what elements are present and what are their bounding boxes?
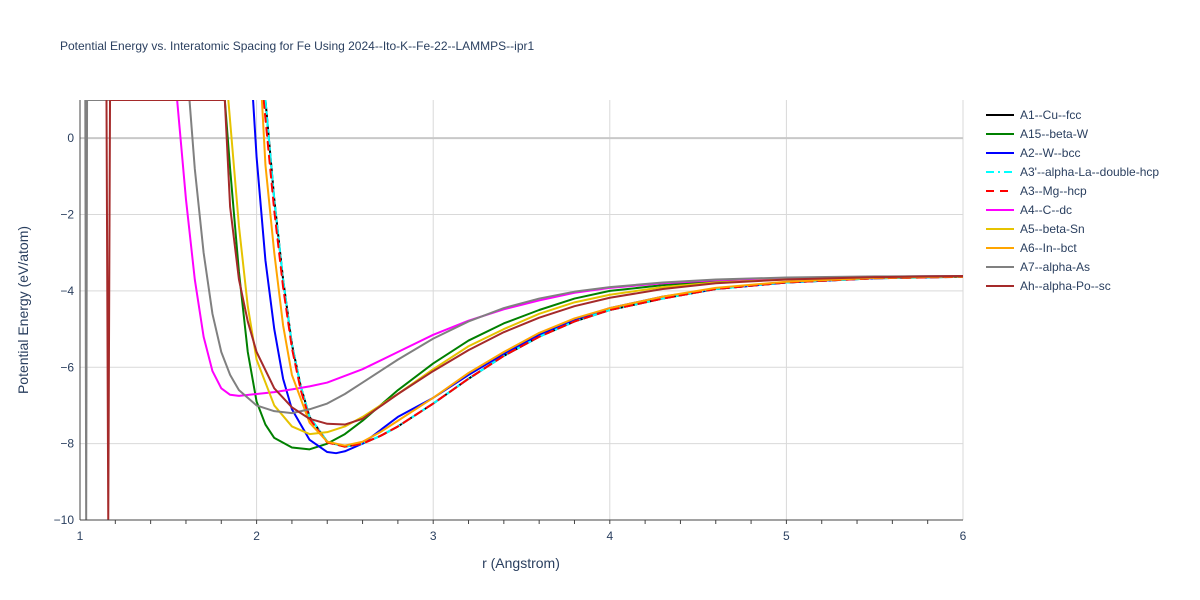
series-lines [84, 100, 963, 520]
legend-label: A2--W--bcc [1020, 146, 1080, 160]
legend-item[interactable]: Ah--alpha-Po--sc [986, 279, 1111, 293]
x-tick-label: 3 [430, 529, 437, 543]
y-tick-label: −8 [60, 437, 74, 451]
y-axis: 0 −2 −4 −6 −8 −10 [54, 100, 81, 527]
legend-label: A1--Cu--fcc [1020, 108, 1081, 122]
legend-item[interactable]: A5--beta-Sn [986, 222, 1085, 236]
x-tick-label: 1 [77, 529, 84, 543]
x-tick-label: 4 [606, 529, 613, 543]
legend-item[interactable]: A15--beta-W [986, 127, 1089, 141]
x-tick-label: 5 [783, 529, 790, 543]
legend-item[interactable]: A4--C--dc [986, 203, 1072, 217]
x-tick-label: 2 [253, 529, 260, 543]
series-line-A6--In--bct [260, 100, 963, 447]
x-tick-label: 6 [960, 529, 967, 543]
legend-label: A15--beta-W [1020, 127, 1089, 141]
legend-label: A6--In--bct [1020, 241, 1077, 255]
legend-item[interactable]: A2--W--bcc [986, 146, 1080, 160]
chart-title: Potential Energy vs. Interatomic Spacing… [60, 39, 535, 53]
x-axis: 1 2 3 4 5 6 [77, 519, 967, 543]
legend-item[interactable]: A3'--alpha-La--double-hcp [986, 165, 1159, 179]
y-axis-title: Potential Energy (eV/atom) [15, 226, 31, 394]
legend-label: A3--Mg--hcp [1020, 184, 1087, 198]
legend-label: A5--beta-Sn [1020, 222, 1085, 236]
series-line-A3--Mg--hcp [262, 100, 963, 448]
x-axis-title: r (Angstrom) [482, 555, 560, 571]
y-tick-label: 0 [67, 131, 74, 145]
legend-item[interactable]: A6--In--bct [986, 241, 1077, 255]
legend-item[interactable]: A7--alpha-As [986, 260, 1090, 274]
legend[interactable]: A1--Cu--fcc A15--beta-W A2--W--bcc A3'--alp… [986, 108, 1159, 293]
y-tick-label: −2 [60, 208, 74, 222]
legend-label: A7--alpha-As [1020, 260, 1090, 274]
y-tick-label: −10 [54, 513, 75, 527]
legend-label: A4--C--dc [1020, 203, 1072, 217]
y-tick-label: −4 [60, 284, 74, 298]
series-line-Ah--alpha-Po--sc [105, 100, 963, 520]
series-line-A3'--alpha-La--double-hcp [264, 100, 963, 448]
legend-label: A3'--alpha-La--double-hcp [1020, 165, 1159, 179]
legend-item[interactable]: A3--Mg--hcp [986, 184, 1087, 198]
legend-label: Ah--alpha-Po--sc [1020, 279, 1111, 293]
series-line-A7--alpha-As [84, 100, 963, 520]
legend-item[interactable]: A1--Cu--fcc [986, 108, 1081, 122]
y-tick-label: −6 [60, 360, 74, 374]
